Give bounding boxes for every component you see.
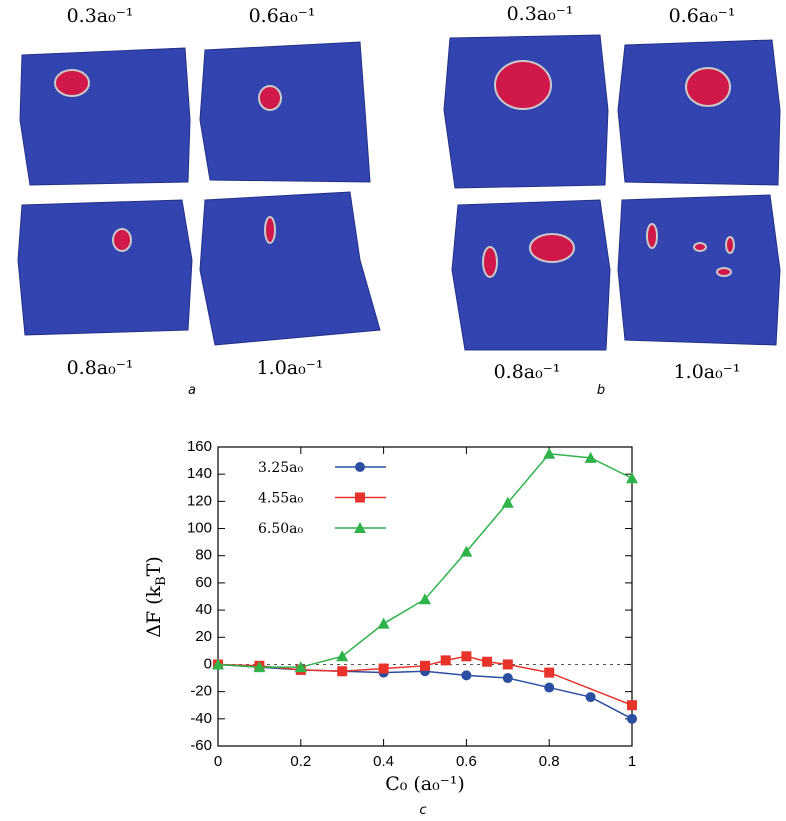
y-tick-label: -40 — [190, 710, 212, 727]
membrane — [617, 39, 781, 186]
legend-label: 3.25a₀ — [258, 460, 304, 476]
data-point — [584, 451, 597, 463]
membrane — [17, 199, 193, 336]
domain — [716, 267, 732, 277]
data-point — [461, 670, 472, 681]
domain — [264, 216, 276, 244]
caption: 0.8a₀⁻¹ — [494, 361, 561, 383]
membrane-snapshots — [17, 34, 781, 351]
x-tick-label: 0.4 — [373, 753, 394, 770]
domain — [529, 233, 575, 263]
domain — [725, 236, 735, 254]
domain — [112, 228, 132, 252]
y-tick-label: -20 — [190, 683, 212, 700]
data-point — [461, 651, 472, 662]
legend-marker — [355, 462, 365, 472]
y-tick-label: 100 — [187, 520, 212, 537]
plot-frame — [217, 446, 633, 747]
domain — [693, 242, 707, 252]
caption: 0.6a₀⁻¹ — [249, 5, 316, 27]
membrane — [451, 199, 611, 351]
data-point — [378, 663, 389, 674]
y-tick-label: 40 — [195, 601, 212, 618]
legend-marker — [354, 522, 366, 533]
membrane — [199, 191, 381, 346]
domain — [258, 85, 282, 111]
data-point — [336, 650, 349, 662]
caption: 0.8a₀⁻¹ — [67, 357, 134, 379]
y-tick-label: 20 — [195, 628, 212, 645]
panel-label: b — [597, 383, 605, 398]
domain — [54, 69, 90, 97]
x-tick-label: 0 — [214, 753, 222, 770]
y-tick-label: -60 — [190, 737, 212, 754]
x-axis-label: C₀ (a₀⁻¹) — [385, 773, 465, 795]
y-tick-label: 0 — [204, 655, 212, 672]
membrane — [443, 34, 609, 189]
data-point — [294, 661, 307, 673]
y-tick-label: 140 — [187, 465, 212, 482]
data-point — [626, 472, 638, 484]
membrane — [19, 47, 191, 186]
legend-label: 6.50a₀ — [258, 521, 304, 537]
caption: 1.0a₀⁻¹ — [257, 357, 324, 379]
legend-label: 4.55a₀ — [258, 491, 304, 507]
domain — [685, 67, 731, 107]
data-point — [460, 545, 473, 557]
data-point — [502, 659, 513, 670]
x-tick-label: 1 — [628, 753, 636, 770]
data-point — [253, 661, 266, 673]
caption: 1.0a₀⁻¹ — [674, 361, 741, 383]
data-point — [420, 660, 430, 671]
data-point — [543, 447, 556, 459]
domain — [482, 246, 498, 278]
data-point — [377, 617, 390, 629]
y-tick-label: 120 — [187, 492, 212, 509]
y-tick-label: 60 — [195, 574, 212, 591]
panel-label: c — [419, 803, 426, 818]
caption: 0.3a₀⁻¹ — [67, 5, 134, 27]
y-tick-label: 160 — [187, 438, 212, 455]
y-tick-label: 80 — [195, 547, 212, 564]
x-tick-label: 0.2 — [290, 753, 311, 770]
data-point — [544, 667, 555, 678]
data-point — [585, 692, 596, 703]
data-point — [212, 658, 224, 670]
data-point — [501, 496, 514, 508]
series-line — [217, 453, 633, 668]
data-point — [440, 655, 451, 666]
membrane — [199, 41, 371, 183]
data-point — [627, 700, 637, 711]
caption: 0.3a₀⁻¹ — [507, 3, 574, 25]
data-point — [337, 666, 348, 677]
domain — [494, 60, 552, 110]
x-tick-label: 0.6 — [456, 753, 477, 770]
x-tick-label: 0.8 — [539, 753, 560, 770]
y-axis-label: ΔF (kBT) — [143, 556, 169, 638]
data-point — [419, 593, 431, 605]
panel-label: a — [188, 383, 196, 398]
data-point — [482, 656, 493, 667]
series-line — [217, 655, 633, 706]
caption: 0.6a₀⁻¹ — [669, 5, 736, 27]
legend-marker — [355, 492, 365, 503]
domain — [646, 223, 658, 249]
membrane — [617, 194, 781, 346]
data-point — [627, 713, 637, 724]
data-point — [502, 673, 513, 684]
data-point — [544, 682, 555, 693]
